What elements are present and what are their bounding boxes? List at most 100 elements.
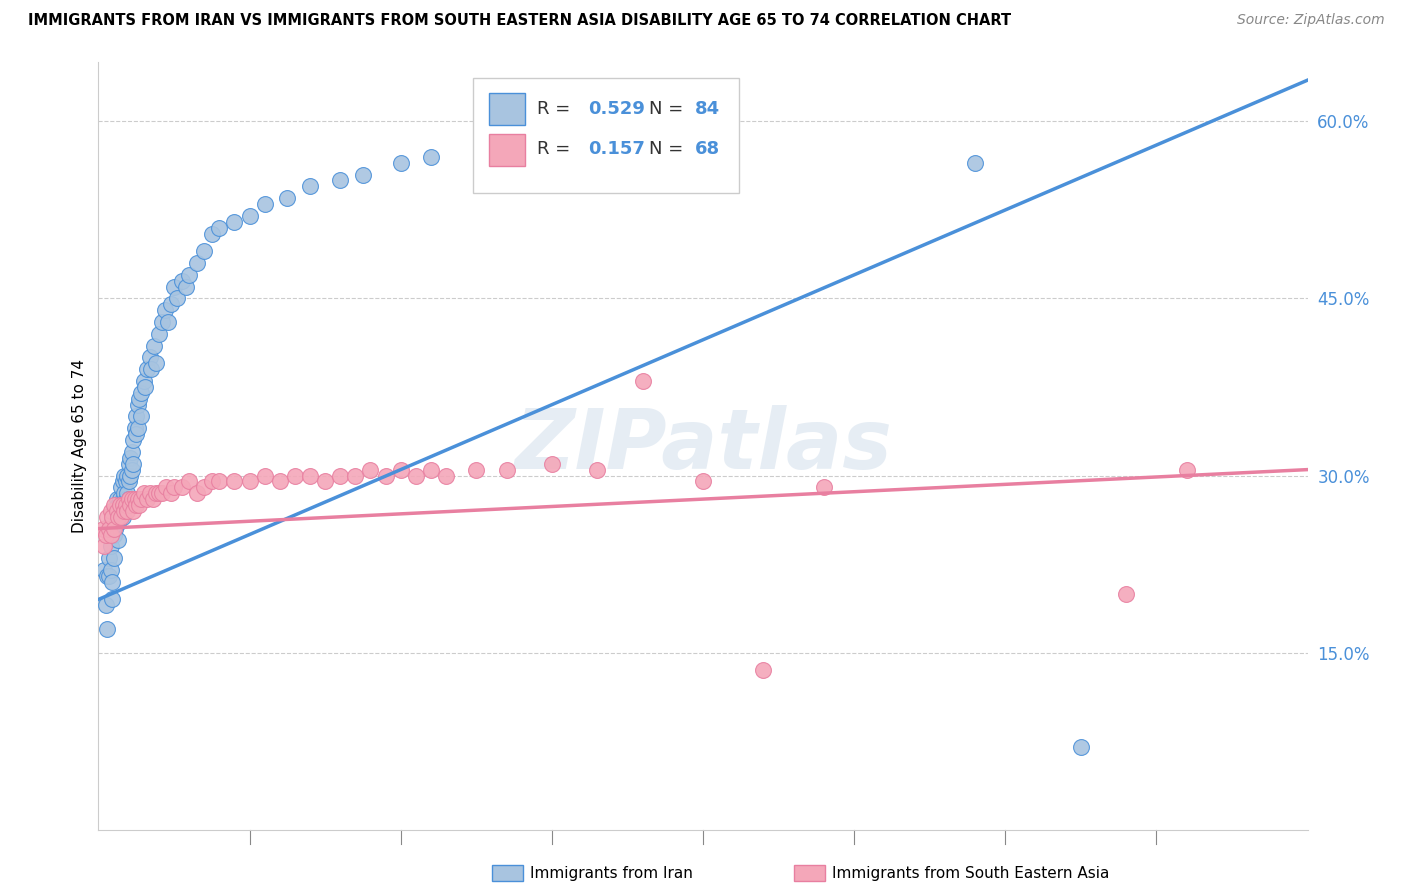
Point xyxy=(239,475,262,489)
Point xyxy=(127,421,149,435)
Point xyxy=(128,498,150,512)
Text: N =: N = xyxy=(648,100,689,119)
Point xyxy=(160,297,183,311)
Point xyxy=(121,462,143,476)
Point xyxy=(179,268,201,282)
Point xyxy=(1115,586,1137,600)
Point xyxy=(299,179,322,194)
Point xyxy=(101,574,124,589)
Point xyxy=(114,475,136,489)
Point xyxy=(100,504,122,518)
Point xyxy=(96,622,118,636)
Point xyxy=(155,480,177,494)
Point xyxy=(269,475,291,489)
Point xyxy=(420,150,443,164)
Text: ZIPatlas: ZIPatlas xyxy=(515,406,891,486)
Point xyxy=(692,475,714,489)
Point xyxy=(186,486,208,500)
Text: 68: 68 xyxy=(695,140,720,158)
Point xyxy=(107,498,129,512)
Point xyxy=(193,480,215,494)
Point xyxy=(121,492,143,507)
Point xyxy=(752,663,775,677)
Point xyxy=(360,462,382,476)
Point xyxy=(224,215,246,229)
Point xyxy=(148,326,170,341)
Text: Immigrants from Iran: Immigrants from Iran xyxy=(530,866,693,880)
Point xyxy=(224,475,246,489)
Point xyxy=(118,492,141,507)
Point xyxy=(93,563,115,577)
Point xyxy=(93,539,115,553)
Point xyxy=(100,527,122,541)
Point xyxy=(124,492,146,507)
Text: Immigrants from South Eastern Asia: Immigrants from South Eastern Asia xyxy=(832,866,1109,880)
Point xyxy=(193,244,215,259)
Point xyxy=(125,409,148,424)
Point xyxy=(135,492,157,507)
Point xyxy=(101,509,124,524)
Point xyxy=(94,599,117,613)
Point xyxy=(129,409,152,424)
Point xyxy=(465,462,488,476)
Point xyxy=(94,527,117,541)
Point xyxy=(110,480,132,494)
Text: 0.529: 0.529 xyxy=(588,100,645,119)
Point xyxy=(284,468,307,483)
Point xyxy=(128,392,150,406)
Point xyxy=(98,522,121,536)
Point xyxy=(170,480,193,494)
Point xyxy=(101,592,124,607)
Point xyxy=(389,462,412,476)
Point xyxy=(98,569,121,583)
Point xyxy=(100,563,122,577)
Point xyxy=(110,498,132,512)
Point xyxy=(100,539,122,553)
Point xyxy=(120,498,142,512)
Point xyxy=(115,504,138,518)
Text: R =: R = xyxy=(537,100,576,119)
Point xyxy=(813,480,835,494)
Point xyxy=(96,509,118,524)
Point xyxy=(329,173,352,187)
Point xyxy=(98,551,121,566)
Point xyxy=(129,385,152,400)
Point xyxy=(111,498,134,512)
Point xyxy=(495,462,517,476)
Y-axis label: Disability Age 65 to 74: Disability Age 65 to 74 xyxy=(72,359,87,533)
Point xyxy=(107,516,129,530)
Point xyxy=(148,486,170,500)
Point xyxy=(1175,462,1198,476)
Point xyxy=(201,227,224,241)
Point xyxy=(115,468,138,483)
Point xyxy=(125,498,148,512)
Point xyxy=(129,492,152,507)
Point xyxy=(114,498,136,512)
Point xyxy=(208,475,231,489)
Point xyxy=(141,362,163,376)
Point xyxy=(107,509,129,524)
Point xyxy=(91,522,114,536)
Point xyxy=(434,468,457,483)
Text: Source: ZipAtlas.com: Source: ZipAtlas.com xyxy=(1237,13,1385,28)
Point xyxy=(98,522,121,536)
Point xyxy=(103,504,125,518)
Point xyxy=(112,486,135,500)
Point xyxy=(143,339,166,353)
Point xyxy=(112,504,135,518)
Point xyxy=(389,155,412,169)
Point xyxy=(1070,739,1092,754)
Point xyxy=(540,457,562,471)
Point xyxy=(108,498,131,512)
Point xyxy=(108,509,131,524)
Point xyxy=(314,475,336,489)
Point xyxy=(105,492,128,507)
Point xyxy=(156,315,179,329)
Point xyxy=(118,492,141,507)
Point xyxy=(100,516,122,530)
Text: N =: N = xyxy=(648,140,689,158)
Point xyxy=(105,516,128,530)
Point xyxy=(122,433,145,447)
Point xyxy=(121,445,143,459)
Point xyxy=(122,457,145,471)
